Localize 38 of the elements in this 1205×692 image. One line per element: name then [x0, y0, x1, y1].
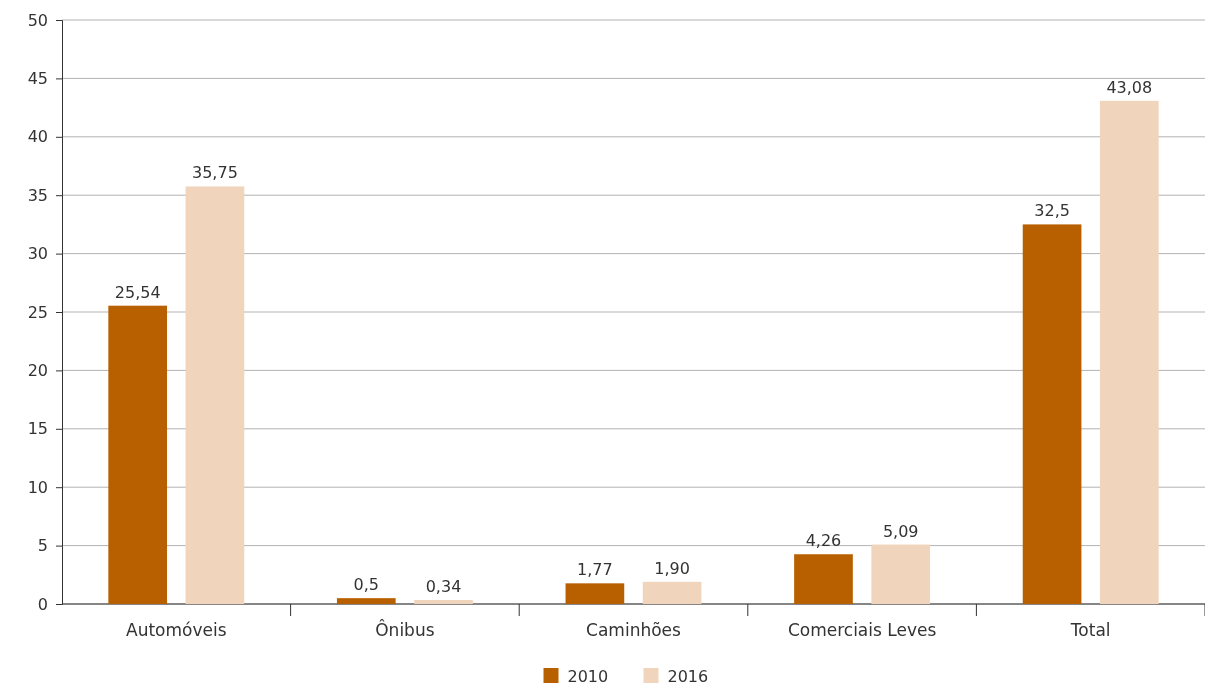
data-label: 25,54 [114, 282, 161, 302]
y-tick-label: 10 [27, 477, 48, 497]
y-tick-label: 50 [27, 10, 48, 30]
y-tick-label: 0 [37, 594, 48, 614]
y-tick-label: 15 [27, 419, 48, 439]
legend-label: 2016 [667, 667, 709, 686]
data-label: 5,09 [882, 521, 919, 541]
x-tick-label: Ônibus [375, 619, 435, 640]
y-tick-label: 30 [27, 244, 48, 264]
bar [336, 598, 396, 604]
data-label: 32,5 [1034, 201, 1070, 221]
y-tick-label: 35 [27, 185, 48, 205]
x-tick-label: Total [1069, 620, 1111, 640]
bar [108, 305, 168, 604]
bar [794, 554, 853, 604]
data-label: 35,75 [192, 163, 238, 183]
legend-label: 2010 [567, 667, 609, 686]
data-label: 43,08 [1106, 77, 1153, 97]
y-tick-label: 5 [37, 536, 48, 556]
bar [185, 186, 245, 604]
bar [1099, 100, 1159, 604]
bar [565, 583, 625, 604]
y-tick-label: 40 [27, 127, 48, 147]
data-label: 0,34 [425, 577, 462, 597]
y-tick-label: 45 [27, 69, 48, 89]
x-tick-label: Automóveis [126, 620, 227, 640]
bar [1022, 224, 1082, 604]
bar [871, 544, 931, 604]
data-label: 1,90 [654, 558, 690, 578]
data-label: 1,77 [577, 560, 613, 580]
bar [642, 581, 702, 604]
x-tick-label: Caminhões [586, 620, 682, 640]
x-tick-label: Comerciais Leves [787, 620, 937, 640]
data-label: 0,5 [353, 575, 380, 595]
bar [414, 600, 473, 604]
y-tick-label: 20 [27, 361, 48, 381]
y-tick-label: 25 [27, 302, 48, 322]
data-label: 4,26 [805, 531, 842, 551]
